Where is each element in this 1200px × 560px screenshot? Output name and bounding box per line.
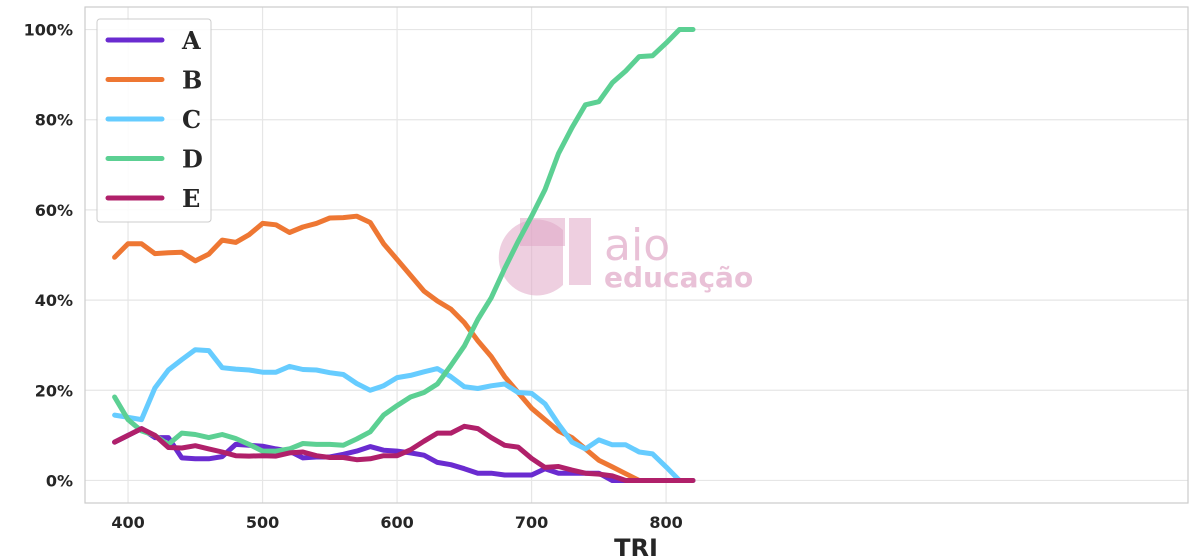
- plot-frame: [84, 6, 1189, 504]
- series-line-e: [112, 423, 696, 483]
- series-line-b: [112, 213, 696, 483]
- x-tick-label: 700: [515, 513, 548, 532]
- x-tick-label: 400: [111, 513, 144, 532]
- x-tick-label: 800: [649, 513, 682, 532]
- y-tick-label: 20%: [35, 381, 73, 400]
- x-axis-label: TRI: [614, 534, 658, 560]
- legend-label-c: C: [182, 105, 201, 134]
- series-line-c: [112, 347, 696, 483]
- grid-lines: [85, 7, 1188, 503]
- watermark: aio educação: [498, 218, 753, 296]
- x-axis-ticks: 400 500 600 700 800: [111, 513, 682, 532]
- legend-label-a: A: [181, 26, 201, 55]
- y-tick-label: 60%: [35, 201, 73, 220]
- legend-label-b: B: [182, 66, 202, 95]
- legend-label-d: D: [182, 145, 203, 174]
- y-axis-ticks: 0% 20% 40% 60% 80% 100%: [24, 21, 73, 491]
- x-tick-label: 500: [246, 513, 279, 532]
- legend-label-e: E: [182, 184, 200, 213]
- y-tick-label: 0%: [46, 471, 73, 490]
- series-lines: [112, 27, 696, 483]
- y-tick-label: 100%: [24, 21, 73, 40]
- watermark-brand: aio: [604, 220, 670, 271]
- watermark-subtitle: educação: [604, 261, 753, 294]
- series-line-d: [112, 27, 696, 454]
- x-tick-label: 600: [380, 513, 413, 532]
- watermark-logo-bar: [569, 218, 591, 285]
- y-tick-label: 80%: [35, 111, 73, 130]
- y-tick-label: 40%: [35, 291, 73, 310]
